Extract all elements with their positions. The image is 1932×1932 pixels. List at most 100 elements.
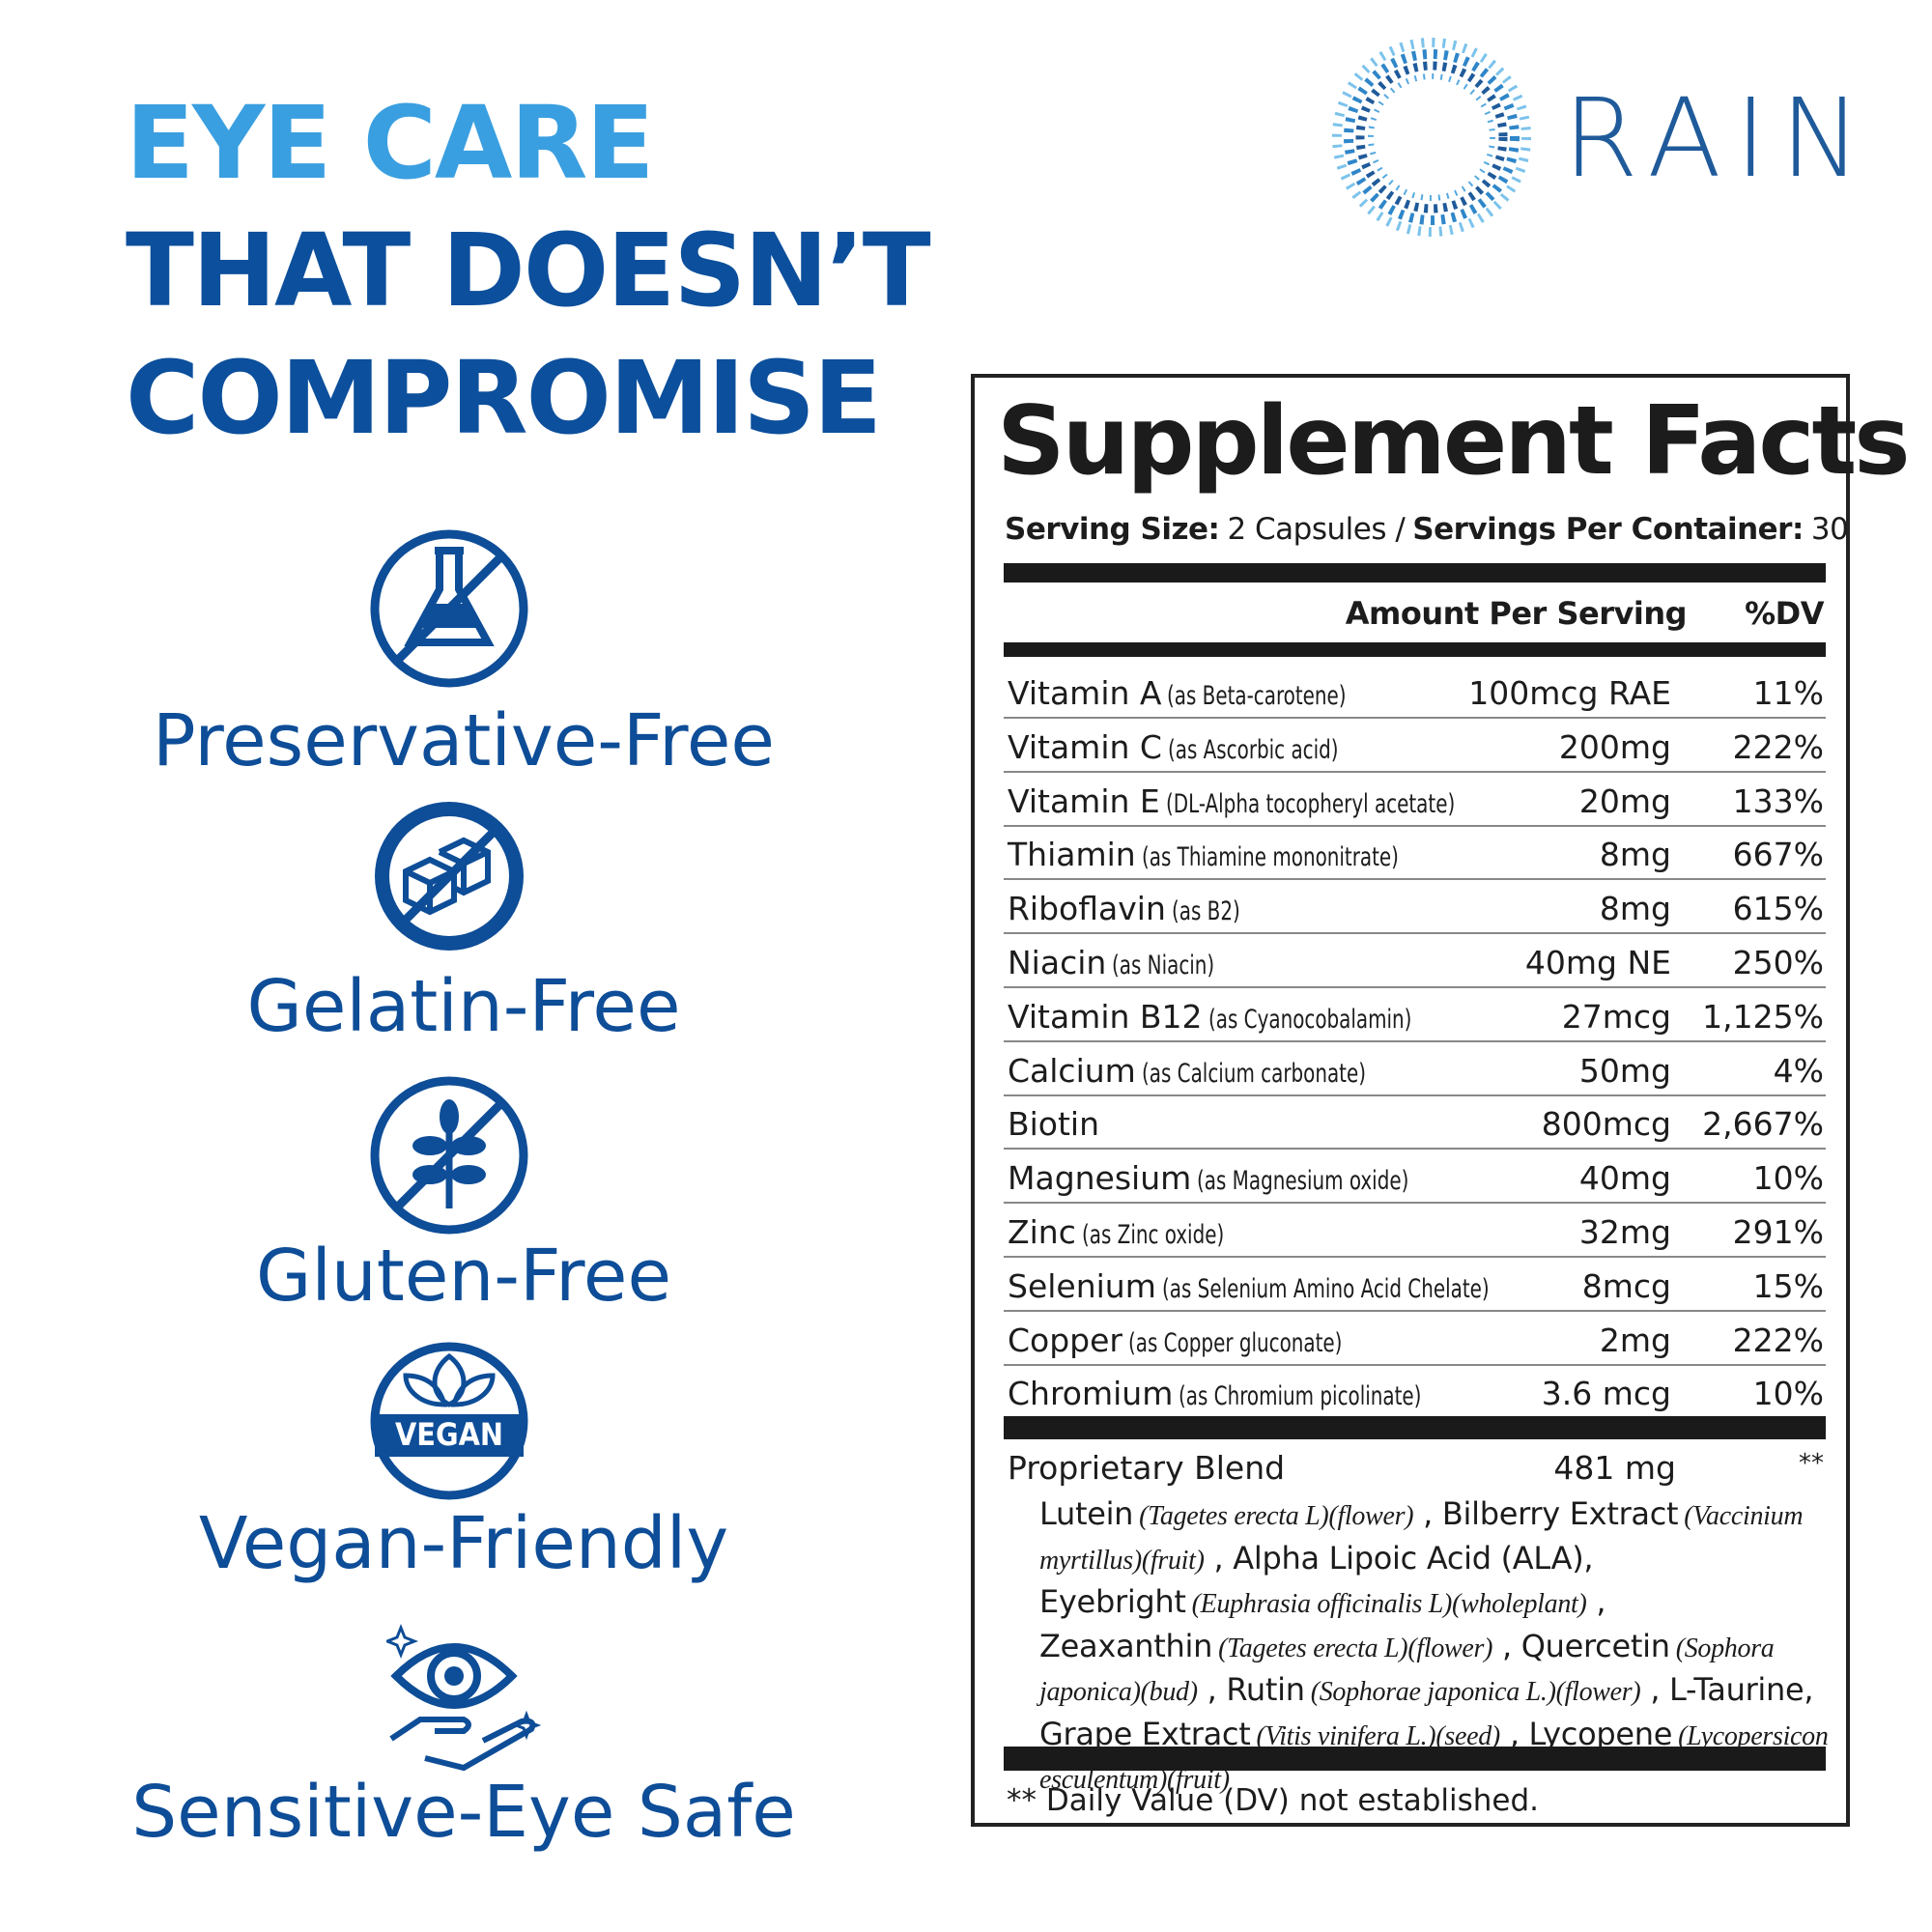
facts-row: Copper (as Copper gluconate) 2mg 222% xyxy=(1004,1312,1826,1366)
headline: EYE CARE xyxy=(126,84,655,202)
nutrient: Calcium (as Calcium carbonate) xyxy=(1008,1052,1415,1090)
nutrient: Vitamin C (as Ascorbic acid) xyxy=(1008,728,1376,766)
daily-value: 15% xyxy=(1752,1266,1824,1305)
ingredient-text: (Sophora japonica)(bud) xyxy=(1039,1633,1775,1708)
facts-row: Riboflavin (as B2) 8mg 615% xyxy=(1004,880,1826,935)
facts-row: Zinc (as Zinc oxide) 32mg 291% xyxy=(1004,1204,1826,1258)
nutrient-name: Vitamin E xyxy=(1008,781,1160,820)
blend-dv: ** xyxy=(1799,1449,1824,1478)
icon-vegan: VEGAN xyxy=(370,1342,528,1500)
feature-label: Preservative-Free xyxy=(153,699,775,782)
daily-value: 10% xyxy=(1752,1159,1824,1198)
feature-label: Vegan-Friendly xyxy=(198,1502,729,1585)
nutrient-name: Zinc xyxy=(1008,1213,1076,1251)
nutrient-name: Biotin xyxy=(1008,1105,1100,1144)
ingredient-text: (Euphrasia officinalis L)(wholeplant) xyxy=(1191,1589,1587,1619)
ingredient-text: , Alpha Lipoic Acid (ALA), Eyebright xyxy=(1039,1539,1594,1621)
amount: 8mcg xyxy=(1581,1266,1671,1305)
nutrient-source: (as Chromium picolinate) xyxy=(1179,1381,1422,1412)
nutrient-name: Vitamin B12 xyxy=(1008,997,1203,1036)
icon-preservative xyxy=(370,529,528,688)
nutrient-source: (as Beta-carotene) xyxy=(1167,681,1348,711)
facts-row: Thiamin (as Thiamine mononitrate) 8mg 667% xyxy=(1004,826,1826,881)
nutrient-name: Niacin xyxy=(1008,944,1107,981)
amount: 40mg xyxy=(1578,1159,1671,1198)
serving-part: 30 xyxy=(1810,512,1849,547)
nutrient: Thiamin (as Thiamine mononitrate) xyxy=(1008,836,1455,873)
amount: 27mcg xyxy=(1561,997,1671,1036)
nutrient-source: (as Magnesium oxide) xyxy=(1197,1166,1409,1197)
amount: 32mg xyxy=(1578,1213,1671,1251)
ingredient-text: (Tagetes erecta L)(flower) xyxy=(1218,1633,1493,1663)
blend-row: Proprietary Blend 481 mg ** xyxy=(1004,1439,1826,1493)
nutrient: Magnesium (as Magnesium oxide) xyxy=(1008,1159,1456,1197)
headline: COMPROMISE xyxy=(126,339,882,457)
nutrient: Copper (as Copper gluconate) xyxy=(1008,1321,1389,1359)
rule xyxy=(1004,1747,1826,1771)
nutrient-name: Magnesium xyxy=(1008,1159,1192,1198)
nutrient-source: (as Thiamine mononitrate) xyxy=(1141,842,1399,873)
nutrient-source: (as Cyanocobalamin) xyxy=(1208,1004,1412,1035)
rule xyxy=(1004,563,1826,582)
amount: 2mg xyxy=(1599,1321,1671,1359)
rule xyxy=(1004,1416,1826,1439)
vegan-badge: VEGAN xyxy=(395,1416,503,1453)
daily-value: 222% xyxy=(1732,727,1824,766)
nutrient-name: Copper xyxy=(1008,1321,1122,1359)
nutrient-source: (as B2) xyxy=(1171,896,1240,927)
icon-gluten xyxy=(370,1076,528,1235)
ingredient-text: (Sophorae japonica L.)(flower) xyxy=(1310,1677,1641,1707)
ingredient-text: , Zeaxanthin xyxy=(1039,1583,1606,1664)
nutrient: Riboflavin (as B2) xyxy=(1008,890,1255,927)
daily-value: 291% xyxy=(1732,1213,1824,1251)
nutrient: Chromium (as Chromium picolinate) xyxy=(1008,1375,1475,1412)
amount: 100mcg RAE xyxy=(1468,674,1671,712)
nutrient: Vitamin A (as Beta-carotene) xyxy=(1008,674,1386,712)
nutrient-name: Vitamin A xyxy=(1008,674,1162,712)
nutrient: Zinc (as Zinc oxide) xyxy=(1008,1213,1255,1251)
nutrient: Selenium (as Selenium Amino Acid Chelate) xyxy=(1008,1267,1561,1305)
daily-value: 667% xyxy=(1732,836,1824,874)
amount: 50mg xyxy=(1578,1051,1671,1090)
rule xyxy=(1004,642,1826,657)
facts-row: Magnesium (as Magnesium oxide) 40mg 10% xyxy=(1004,1150,1826,1205)
icon-gelatin xyxy=(375,802,524,951)
facts-box xyxy=(971,374,1850,1827)
ingredient-text: (Vaccinium myrtillus)(fruit) xyxy=(1039,1501,1804,1576)
nutrient-source: (as Niacin) xyxy=(1112,951,1215,980)
daily-value: 2,667% xyxy=(1702,1105,1824,1144)
nutrient-source: (as Ascorbic acid) xyxy=(1167,734,1339,765)
facts-row: Vitamin B12 (as Cyanocobalamin) 27mcg 1,125… xyxy=(1004,988,1826,1042)
nutrient-name: Chromium xyxy=(1008,1375,1174,1413)
nutrient-source: (as Selenium Amino Acid Chelate) xyxy=(1161,1273,1490,1304)
nutrient-source: (DL-Alpha tocopheryl acetate) xyxy=(1165,788,1455,819)
facts-title: Supplement Facts xyxy=(997,386,1911,497)
facts-row: Niacin (as Niacin) 40mg NE 250% xyxy=(1004,934,1826,988)
amount: 20mg xyxy=(1578,781,1671,820)
column-header: %DV xyxy=(1745,595,1824,632)
ingredient-text: (Tagetes erecta L)(flower) xyxy=(1139,1501,1414,1531)
facts-row: Vitamin E (DL-Alpha tocopheryl acetate) 20… xyxy=(1004,773,1826,827)
ingredient-text: Lutein xyxy=(1039,1495,1134,1532)
daily-value: 133% xyxy=(1732,781,1824,820)
nutrient-name: Riboflavin xyxy=(1008,890,1166,928)
nutrient: Vitamin E (DL-Alpha tocopheryl acetate) xyxy=(1008,782,1519,820)
nutrient-name: Selenium xyxy=(1008,1266,1156,1305)
nutrient-source: (as Copper gluconate) xyxy=(1128,1327,1343,1358)
feature-label: Sensitive-Eye Safe xyxy=(131,1771,796,1854)
serving-part: Servings Per Container: xyxy=(1412,512,1804,547)
nutrient-source: (as Calcium carbonate) xyxy=(1141,1058,1366,1089)
daily-value: 11% xyxy=(1752,674,1824,712)
logo-text: RAIN xyxy=(1563,76,1875,202)
daily-value: 4% xyxy=(1773,1051,1824,1090)
facts-row: Selenium (as Selenium Amino Acid Chelate)… xyxy=(1004,1258,1826,1312)
ingredient-text: , Rutin xyxy=(1207,1671,1305,1708)
serving-line: Serving Size: 2 Capsules / Servings Per Co… xyxy=(1005,512,1856,547)
amount: 40mg NE xyxy=(1524,944,1671,981)
daily-value: 10% xyxy=(1752,1375,1824,1413)
column-header: Amount Per Serving xyxy=(1345,595,1688,632)
amount: 8mg xyxy=(1599,836,1671,874)
footnote: ** Daily Value (DV) not established. xyxy=(1007,1783,1540,1818)
ingredient-text: , Quercetin xyxy=(1502,1627,1670,1664)
